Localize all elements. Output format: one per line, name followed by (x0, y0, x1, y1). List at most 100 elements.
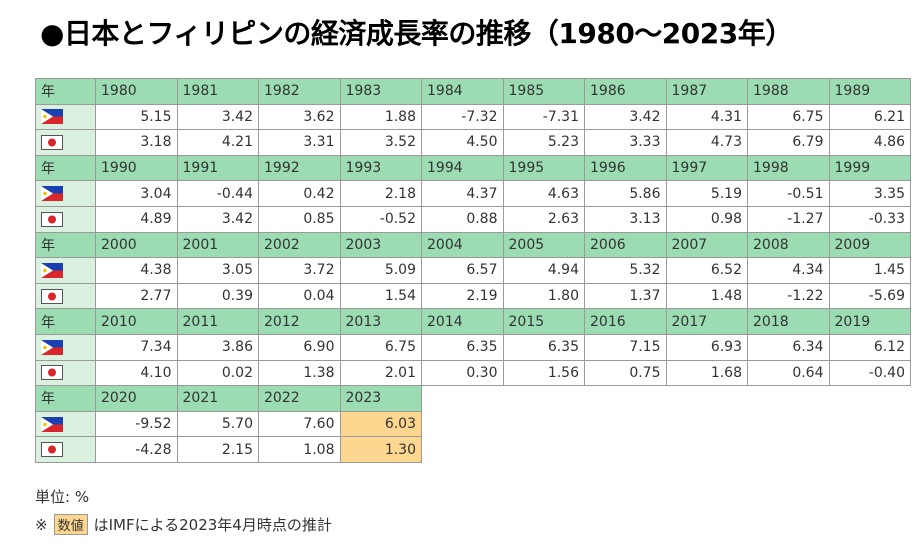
year-cell: 2006 (584, 231, 667, 259)
year-header-label: 年 (35, 78, 96, 105)
year-cell: 2008 (747, 231, 830, 259)
year-cell: 2023 (339, 385, 422, 412)
philippines-value: 6.90 (258, 333, 341, 361)
year-cell: 2016 (584, 308, 667, 335)
growth-table: 年 1980 1981 1982 1983 1984 1985 1986 1987 1988 198… (35, 78, 911, 463)
philippines-value: -9.52 (95, 410, 178, 438)
japan-value: 5.23 (502, 129, 585, 156)
philippines-value: 3.86 (176, 333, 259, 361)
year-cell: 1985 (502, 78, 585, 105)
philippines-flag-cell (35, 333, 96, 361)
philippines-value: 6.52 (665, 257, 748, 284)
philippines-value: 7.60 (258, 410, 341, 438)
japan-value: 2.01 (339, 359, 422, 387)
japan-value: 3.18 (95, 129, 178, 156)
year-cell: 1980 (95, 78, 178, 105)
japan-value: 0.04 (258, 282, 341, 310)
year-header-label: 年 (35, 385, 96, 412)
japan-value: -1.27 (747, 205, 830, 233)
year-cell: 2017 (665, 308, 748, 335)
philippines-flag-cell (35, 257, 96, 284)
year-cell: 2019 (828, 308, 911, 335)
year-cell: 2018 (747, 308, 830, 335)
year-cell: 1981 (176, 78, 259, 105)
philippines-value: -7.31 (502, 103, 585, 131)
japan-value: 0.88 (421, 205, 504, 233)
philippines-value: 5.15 (95, 103, 178, 131)
philippines-flag-cell (35, 410, 96, 438)
philippines-value: 4.94 (502, 257, 585, 284)
year-cell: 2002 (258, 231, 341, 259)
year-cell: 2003 (339, 231, 422, 259)
japan-value: 1.56 (502, 359, 585, 387)
japan-value: 3.31 (258, 129, 341, 156)
japan-flag-cell (35, 359, 96, 387)
title: ●日本とフィリピンの経済成長率の推移（1980～2023年） (40, 17, 793, 50)
year-cell: 2015 (502, 308, 585, 335)
year-cell: 2005 (502, 231, 585, 259)
philippines-value: 6.75 (339, 333, 422, 361)
japan-value: 1.37 (584, 282, 667, 310)
japan-value: -1.22 (747, 282, 830, 310)
japan-value: 1.48 (665, 282, 748, 310)
japan-flag-cell (35, 129, 96, 156)
unit-note: 単位: % (35, 488, 90, 506)
philippines-value: 7.15 (584, 333, 667, 361)
japan-value: 2.63 (502, 205, 585, 233)
year-cell: 2010 (95, 308, 178, 335)
japan-value: 0.30 (421, 359, 504, 387)
philippines-value: 6.75 (747, 103, 830, 131)
philippines-value: 0.42 (258, 180, 341, 207)
philippines-flag (41, 262, 63, 278)
philippines-value: 3.04 (95, 180, 178, 207)
year-cell: 1992 (258, 154, 341, 182)
year-cell: 2011 (176, 308, 259, 335)
japan-value: 4.10 (95, 359, 178, 387)
japan-value: -0.40 (828, 359, 911, 387)
philippines-flag (41, 109, 63, 125)
philippines-value: 3.62 (258, 103, 341, 131)
year-cell: 1986 (584, 78, 667, 105)
philippines-value: 4.31 (665, 103, 748, 131)
estimate-sample: 数値 (53, 514, 88, 535)
japan-value: 1.68 (665, 359, 748, 387)
year-cell: 2000 (95, 231, 178, 259)
estimate-text: はIMFによる2023年4月時点の推計 (93, 516, 332, 534)
philippines-value: 5.86 (584, 180, 667, 207)
year-cell: 1984 (421, 78, 504, 105)
philippines-value: 1.88 (339, 103, 422, 131)
year-cell: 2014 (421, 308, 504, 335)
japan-flag-cell (35, 205, 96, 233)
japan-value: 0.39 (176, 282, 259, 310)
philippines-value: 5.19 (665, 180, 748, 207)
japan-value: -0.33 (828, 205, 911, 233)
year-header-label: 年 (35, 308, 96, 335)
philippines-value: -7.32 (421, 103, 504, 131)
philippines-value: -0.51 (747, 180, 830, 207)
year-cell: 1993 (339, 154, 422, 182)
philippines-value: 4.63 (502, 180, 585, 207)
philippines-value: 4.37 (421, 180, 504, 207)
year-cell: 1983 (339, 78, 422, 105)
estimate-note: ※ 数値 はIMFによる2023年4月時点の推計 (35, 514, 332, 535)
japan-value: 2.77 (95, 282, 178, 310)
japan-value: 4.89 (95, 205, 178, 233)
japan-flag (41, 211, 63, 227)
philippines-flag (41, 416, 63, 432)
year-cell: 2009 (828, 231, 911, 259)
japan-value: -0.52 (339, 205, 422, 233)
philippines-value: 6.34 (747, 333, 830, 361)
philippines-value: 7.34 (95, 333, 178, 361)
year-cell: 1988 (747, 78, 830, 105)
philippines-flag (41, 339, 63, 355)
philippines-value: 1.45 (828, 257, 911, 284)
japan-flag (41, 134, 63, 150)
philippines-value: 6.57 (421, 257, 504, 284)
philippines-value: 6.93 (665, 333, 748, 361)
philippines-value: 5.32 (584, 257, 667, 284)
philippines-value: 4.34 (747, 257, 830, 284)
japan-value: 3.33 (584, 129, 667, 156)
philippines-value: 5.70 (176, 410, 259, 438)
japan-flag (41, 442, 63, 458)
